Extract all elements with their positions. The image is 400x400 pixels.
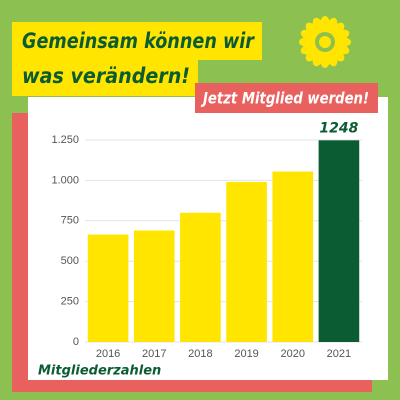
headline-box: [12, 22, 262, 60]
petal: [329, 46, 345, 62]
bar: [272, 171, 314, 342]
y-tick-label: 1.250: [51, 134, 79, 146]
y-tick-label: 750: [61, 215, 79, 227]
bar: [318, 140, 360, 342]
petal: [305, 22, 321, 38]
y-tick-label: 0: [73, 336, 79, 348]
x-tick-label: 2020: [281, 348, 305, 360]
x-tick-label: 2019: [234, 348, 258, 360]
bar: [180, 212, 221, 342]
plot: 0 250 500 750 1.000 1.250 2016 2017 2018 2019 2020…: [51, 120, 362, 360]
caption: Mitgliederzahlen: [38, 364, 161, 379]
cta[interactable]: Jetzt Mitglied werden!: [201, 89, 369, 108]
petal: [305, 46, 321, 62]
headline: was verändern!: [22, 64, 190, 88]
x-tick-label: 2016: [96, 348, 120, 360]
x-tick-label: 2021: [327, 348, 351, 360]
petal: [329, 22, 345, 38]
sun-core: [319, 36, 331, 48]
x-tick-label: 2017: [142, 348, 166, 360]
y-tick-label: 1.000: [51, 174, 79, 186]
y-tick-label: 250: [61, 296, 79, 308]
bar: [133, 230, 175, 342]
headline-box: [12, 58, 198, 96]
bar: [226, 182, 267, 342]
petal: [312, 17, 325, 35]
cta-box[interactable]: [195, 83, 378, 113]
y-tick-label: 500: [61, 255, 79, 267]
data-label: 1248: [319, 120, 358, 136]
headline: Gemeinsam können wir: [22, 29, 255, 53]
logo: [299, 16, 351, 68]
bar: [87, 234, 129, 342]
x-tick-label: 2018: [188, 348, 212, 360]
